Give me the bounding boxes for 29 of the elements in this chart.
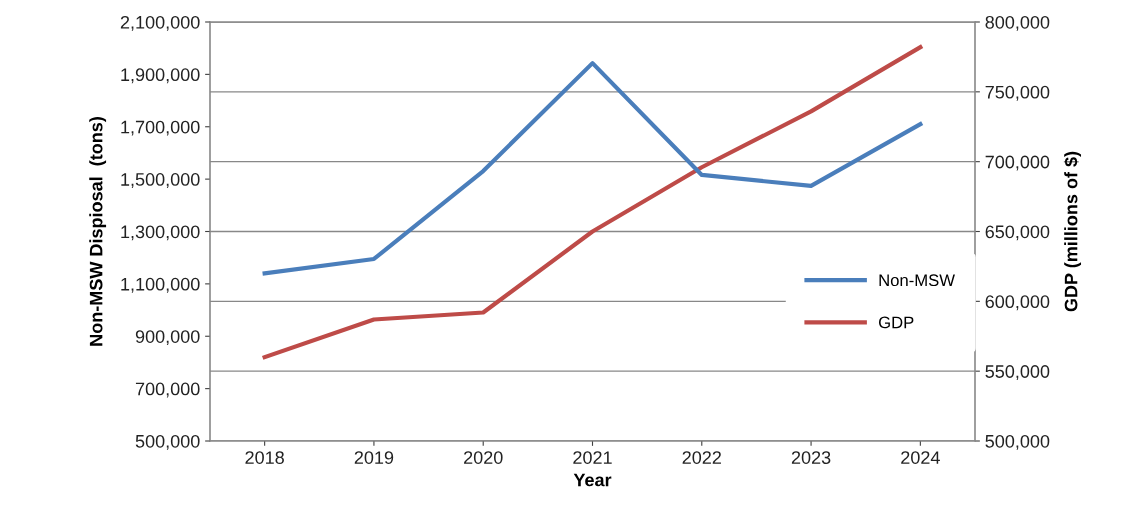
y2-tick-label: 800,000: [985, 15, 1050, 31]
x-tick-label: 2024: [901, 451, 940, 464]
x-tick-label: 2022: [682, 451, 721, 464]
legend-label: GDP: [878, 316, 914, 329]
y2-tick-label: 700,000: [985, 155, 1050, 171]
y2-tick-label: 750,000: [985, 85, 1050, 101]
y-tick-label: 1,900,000: [121, 68, 200, 84]
y-tick-label: 1,700,000: [121, 120, 200, 136]
y2-axis-title: GDP (millions of $): [1063, 151, 1082, 312]
y-tick-label: 500,000: [135, 434, 200, 450]
y2-tick-label: 650,000: [985, 225, 1050, 241]
y-axis-title: Non-MSW Dispiosal (tons): [89, 117, 107, 346]
x-axis-title: Year: [573, 473, 612, 487]
line-series: [262, 61, 923, 276]
y-tick-label: 1,100,000: [121, 277, 200, 293]
y-tick-label: 2,100,000: [120, 15, 200, 31]
x-tick-label: 2018: [245, 451, 284, 464]
x-tick-label: 2021: [573, 451, 612, 464]
y-tick-label: 1,500,000: [121, 173, 200, 188]
x-tick-label: 2019: [354, 451, 394, 464]
legend-label: Non-MSW: [879, 274, 955, 287]
x-tick-label: 2023: [791, 451, 831, 464]
y2-tick-label: 500,000: [985, 434, 1050, 450]
y-tick-label: 1,300,000: [121, 225, 200, 241]
y-tick-label: 700,000: [135, 382, 200, 398]
y2-tick-label: 600,000: [985, 295, 1050, 311]
x-tick-label: 2020: [464, 451, 503, 464]
y2-tick-label: 550,000: [985, 365, 1050, 381]
y-tick-label: 900,000: [135, 330, 200, 346]
